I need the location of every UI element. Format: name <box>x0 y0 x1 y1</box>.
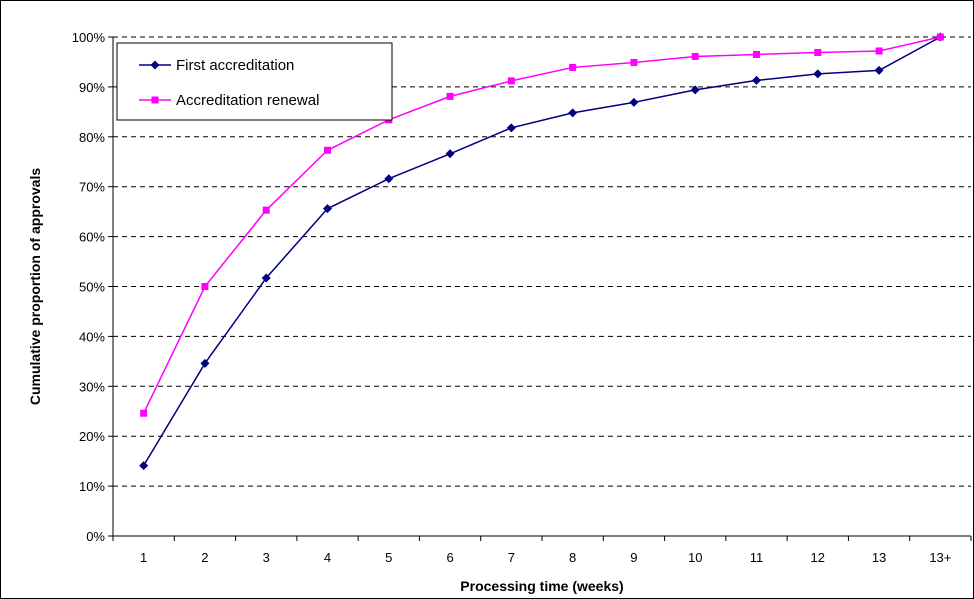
data-point <box>752 75 761 85</box>
data-point <box>568 108 578 118</box>
x-tick-label: 3 <box>263 550 270 565</box>
y-tick-label: 30% <box>79 379 105 394</box>
series-1 <box>139 32 945 471</box>
data-point <box>691 52 699 60</box>
data-point <box>384 174 394 184</box>
x-tick-label: 2 <box>201 550 208 565</box>
x-tick-label: 5 <box>385 550 392 565</box>
y-tick-label: 50% <box>79 280 105 295</box>
data-point <box>139 461 149 471</box>
legend-items: First accreditation Accreditation renewal <box>139 57 319 109</box>
y-tick-label: 100% <box>72 30 106 45</box>
legend: First accreditation Accreditation renewal <box>116 42 393 121</box>
x-tick-label: 13+ <box>929 550 951 565</box>
y-axis-title: Cumulative proportion of approvals <box>27 168 43 405</box>
x-tick-label: 6 <box>446 550 453 565</box>
y-tick-label: 80% <box>79 130 105 145</box>
x-tick-label: 10 <box>688 550 702 565</box>
x-tick-label: 8 <box>569 550 576 565</box>
data-point <box>507 77 515 85</box>
legend-swatch-marker <box>150 60 160 70</box>
data-point <box>446 92 454 100</box>
x-tick-label: 12 <box>811 550 825 565</box>
data-point <box>200 358 210 368</box>
legend-item: Accreditation renewal <box>139 92 319 109</box>
y-tick-label: 10% <box>79 479 105 494</box>
data-point <box>630 58 638 66</box>
y-tick-label: 0% <box>86 529 105 544</box>
data-point <box>690 85 700 95</box>
y-tick-label: 60% <box>79 230 105 245</box>
data-point <box>875 47 883 55</box>
data-point <box>324 146 331 154</box>
data-point <box>323 204 332 214</box>
y-tick-label: 70% <box>79 180 105 195</box>
y-tick-label: 90% <box>79 80 105 95</box>
x-tick-label: 11 <box>750 550 764 565</box>
data-point <box>814 48 822 56</box>
data-point <box>445 149 455 159</box>
tick-labels: 0%10%20%30%40%50%60%70%80%90%100%1 2 3 4 5 6 7… <box>72 30 952 565</box>
legend-item: First accreditation <box>139 57 294 74</box>
data-point <box>813 69 823 79</box>
x-tick-label: 7 <box>508 550 515 565</box>
x-axis-title: Processing time (weeks) <box>460 578 623 594</box>
data-point <box>936 33 944 41</box>
series-lines <box>139 32 945 471</box>
data-point <box>140 409 148 417</box>
y-tick-label: 40% <box>79 329 105 344</box>
y-tick-label: 20% <box>79 429 105 444</box>
legend-label: First accreditation <box>176 57 294 74</box>
data-point <box>874 65 884 75</box>
data-point <box>753 50 760 58</box>
data-point <box>629 97 639 107</box>
data-point <box>569 63 577 71</box>
legend-label: Accreditation renewal <box>176 92 319 109</box>
x-tick-label: 13 <box>872 550 886 565</box>
data-point <box>506 123 516 133</box>
data-point <box>261 273 271 283</box>
legend-box <box>116 42 393 121</box>
series-line <box>142 36 941 467</box>
axes <box>108 36 972 541</box>
gridlines <box>113 36 971 487</box>
series-line <box>142 36 941 414</box>
data-point <box>262 206 270 214</box>
x-tick-label: 9 <box>630 550 637 565</box>
data-point <box>201 283 209 290</box>
x-tick-label: 1 <box>140 550 147 565</box>
legend-swatch-marker <box>151 96 159 104</box>
x-tick-label: 4 <box>324 550 331 565</box>
